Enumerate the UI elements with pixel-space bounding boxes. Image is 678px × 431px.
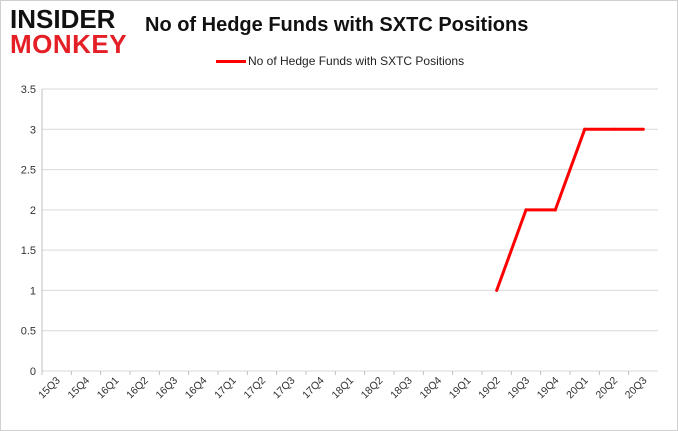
x-tick-label-19Q4: 19Q4 xyxy=(535,375,562,402)
legend-label: No of Hedge Funds with SXTC Positions xyxy=(248,54,465,68)
data-point-19Q3 xyxy=(524,208,528,212)
x-tick-label-17Q4: 17Q4 xyxy=(300,375,327,402)
data-point-20Q1 xyxy=(583,127,587,131)
chart-title: No of Hedge Funds with SXTC Positions xyxy=(145,14,529,36)
x-tick-label-18Q4: 18Q4 xyxy=(417,375,444,402)
x-tick-label-18Q2: 18Q2 xyxy=(359,375,386,402)
series-line-0-0 xyxy=(495,127,644,291)
y-tick-label-0: 0 xyxy=(30,366,36,378)
x-tick-label-15Q4: 15Q4 xyxy=(65,375,92,402)
x-tick-label-16Q1: 16Q1 xyxy=(95,375,122,402)
x-tick-label-17Q1: 17Q1 xyxy=(212,375,239,402)
x-tick-label-20Q1: 20Q1 xyxy=(564,375,591,402)
x-tick-label-20Q2: 20Q2 xyxy=(593,375,620,402)
data-point-20Q2 xyxy=(612,127,616,131)
data-point-20Q3 xyxy=(641,127,645,131)
x-tick-label-19Q2: 19Q2 xyxy=(476,375,503,402)
logo-line-2: MONKEY xyxy=(10,29,128,59)
y-tick-label-6: 3 xyxy=(30,124,36,136)
y-tick-label-2: 1 xyxy=(30,285,36,297)
x-tick-label-17Q3: 17Q3 xyxy=(271,375,298,402)
insider-monkey-logo: INSIDER MONKEY xyxy=(10,6,128,57)
x-tick-label-15Q3: 15Q3 xyxy=(36,375,63,402)
x-tick-label-16Q3: 16Q3 xyxy=(153,375,180,402)
legend-swatch xyxy=(216,59,246,63)
legend: No of Hedge Funds with SXTC Positions xyxy=(216,54,464,68)
x-tick-label-16Q4: 16Q4 xyxy=(183,375,210,402)
x-tick-label-18Q1: 18Q1 xyxy=(329,375,356,402)
data-point-19Q4 xyxy=(553,208,557,212)
y-tick-label-4: 2 xyxy=(30,205,36,217)
y-tick-label-3: 1.5 xyxy=(21,245,36,257)
x-tick-label-19Q1: 19Q1 xyxy=(447,375,474,402)
x-tick-label-20Q3: 20Q3 xyxy=(623,375,650,402)
x-tick-label-16Q2: 16Q2 xyxy=(124,375,151,402)
logo-line-1: INSIDER xyxy=(10,4,116,34)
x-tick-label-19Q3: 19Q3 xyxy=(505,375,532,402)
y-tick-label-1: 0.5 xyxy=(21,326,36,338)
y-tick-label-7: 3.5 xyxy=(21,84,36,96)
x-tick-label-18Q3: 18Q3 xyxy=(388,375,415,402)
y-tick-label-5: 2.5 xyxy=(21,165,36,177)
x-tick-label-17Q2: 17Q2 xyxy=(241,375,268,402)
data-point-19Q2 xyxy=(495,288,499,292)
